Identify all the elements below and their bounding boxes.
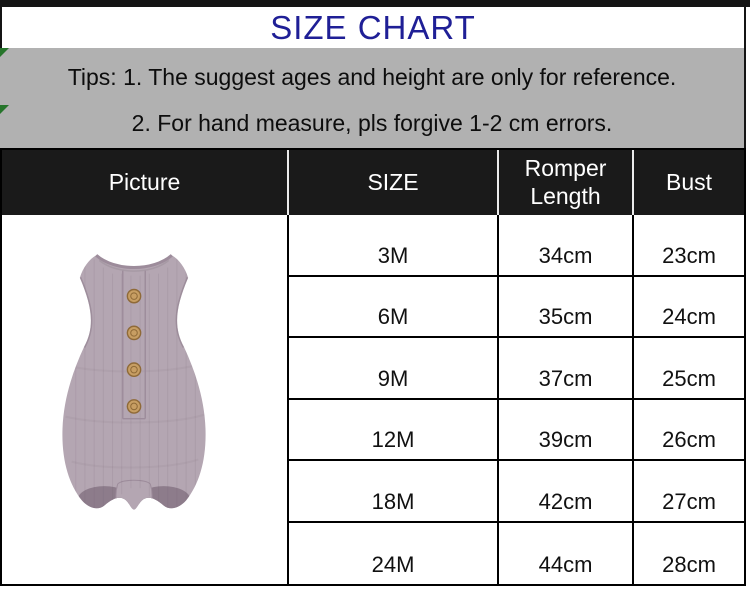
tip-line-2: 2. For hand measure, pls forgive 1-2 cm … xyxy=(131,110,613,136)
cell-bust: 26cm xyxy=(634,399,744,461)
header-cell-picture: Picture xyxy=(2,150,289,215)
cell-romper-length: 37cm xyxy=(499,338,634,400)
cell-bust: 27cm xyxy=(634,461,744,523)
cell-romper-length: 34cm xyxy=(499,215,634,277)
cell-bust: 24cm xyxy=(634,276,744,338)
romper-photo xyxy=(62,254,206,510)
header-cell-bust: Bust xyxy=(634,150,744,215)
romper-neckline xyxy=(95,254,173,270)
cell-error-marker-icon xyxy=(0,105,9,114)
cell-bust: 23cm xyxy=(634,215,744,277)
cell-size: 24M xyxy=(289,522,499,584)
picture-cell xyxy=(2,215,289,584)
cell-bust: 28cm xyxy=(634,522,744,584)
header-cell-size: SIZE xyxy=(289,150,499,215)
title-band: SIZE CHART xyxy=(0,7,746,48)
cell-romper-length: 39cm xyxy=(499,399,634,461)
top-border-bar xyxy=(0,0,750,7)
size-table: Picture SIZE Romper Length Bust xyxy=(0,148,746,586)
cell-bust: 25cm xyxy=(634,338,744,400)
cell-romper-length: 42cm xyxy=(499,461,634,523)
cell-size: 18M xyxy=(289,461,499,523)
cell-romper-length: 44cm xyxy=(499,522,634,584)
header-romper-length-label: Romper Length xyxy=(524,155,607,209)
header-cell-romper-length: Romper Length xyxy=(499,150,634,215)
cell-size: 9M xyxy=(289,338,499,400)
page-title: SIZE CHART xyxy=(270,8,476,46)
cell-error-marker-icon xyxy=(0,48,9,57)
cell-size: 3M xyxy=(289,215,499,277)
cell-size: 12M xyxy=(289,399,499,461)
romper-buttons xyxy=(126,288,142,414)
cell-romper-length: 35cm xyxy=(499,276,634,338)
tips-panel: Tips: 1. The suggest ages and height are… xyxy=(0,48,746,148)
romper-body xyxy=(62,255,206,510)
cell-size: 6M xyxy=(289,276,499,338)
romper-placket xyxy=(122,270,146,420)
tip-line-1: Tips: 1. The suggest ages and height are… xyxy=(67,64,677,90)
